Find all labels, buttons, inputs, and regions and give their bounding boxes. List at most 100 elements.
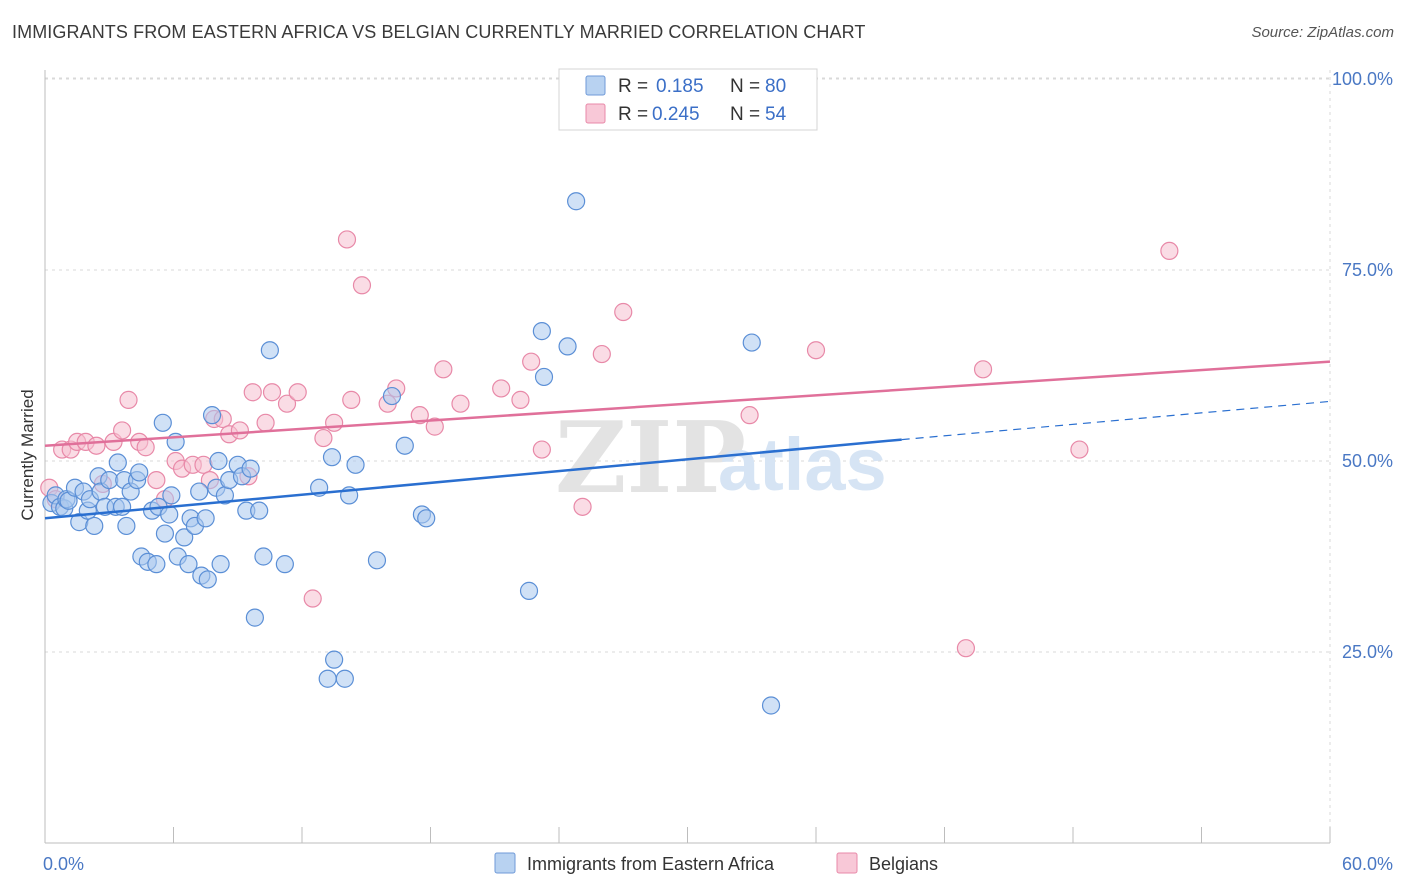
y-tick-label: 25.0%	[1342, 642, 1393, 662]
trend-line-belgians	[44, 360, 1331, 447]
point-eastern-africa	[260, 341, 279, 360]
point-eastern-africa	[108, 453, 127, 472]
point-belgians	[1160, 241, 1179, 260]
point-eastern-africa	[534, 367, 554, 387]
point-belgians	[434, 360, 453, 379]
point-belgians	[256, 413, 275, 432]
series-legend-label-1: Immigrants from Eastern Africa	[527, 854, 775, 874]
y-tick-labels: 25.0% 50.0% 75.0% 100.0%	[1332, 69, 1393, 662]
point-belgians	[410, 406, 429, 425]
point-eastern-africa	[275, 555, 294, 574]
point-belgians	[740, 406, 759, 425]
point-belgians	[532, 440, 551, 459]
legend-swatch-pink	[585, 103, 606, 124]
legend-r-label-1: R =	[618, 76, 648, 97]
point-eastern-africa	[742, 333, 761, 352]
point-belgians	[342, 390, 361, 409]
point-eastern-africa	[202, 406, 222, 425]
watermark-atlas: atlas	[718, 423, 887, 506]
point-belgians	[425, 417, 444, 436]
point-belgians	[112, 421, 132, 440]
point-eastern-africa	[153, 413, 172, 432]
watermark: ZIP atlas	[555, 401, 887, 516]
point-eastern-africa	[395, 436, 414, 455]
legend-n-label-2: N =	[730, 104, 760, 125]
point-eastern-africa	[417, 509, 436, 528]
point-belgians	[303, 589, 322, 608]
legend-n-label-1: N =	[730, 76, 760, 97]
point-belgians	[288, 383, 307, 402]
point-belgians	[314, 428, 333, 448]
trend-line-eastern-africa-projection	[901, 400, 1331, 441]
x-tick-labels: 0.0% 60.0%	[43, 854, 1393, 874]
point-eastern-africa	[322, 448, 342, 467]
trend-line-eastern-africa	[44, 438, 902, 520]
point-belgians	[956, 639, 976, 658]
point-eastern-africa	[179, 555, 198, 574]
point-belgians	[262, 383, 282, 402]
point-belgians	[136, 438, 155, 457]
source-credit: Source: ZipAtlas.com	[1251, 24, 1394, 41]
legend-r-value-1: 0.185	[656, 76, 704, 97]
point-eastern-africa	[335, 669, 354, 688]
data-points	[40, 192, 1179, 715]
point-eastern-africa	[318, 669, 337, 688]
y-tick-label: 100.0%	[1332, 69, 1393, 89]
point-belgians	[511, 390, 530, 409]
point-belgians	[352, 276, 372, 295]
point-belgians	[573, 497, 592, 516]
series-legend-label-2: Belgians	[869, 854, 938, 874]
point-belgians	[147, 471, 166, 490]
stats-legend: R = 0.185 N = 80 R = 0.245 N = 54	[558, 68, 818, 131]
point-eastern-africa	[198, 570, 217, 589]
point-belgians	[87, 436, 106, 455]
point-belgians	[806, 341, 826, 360]
point-belgians	[337, 230, 357, 249]
grid-lines	[45, 70, 1331, 843]
point-eastern-africa	[245, 608, 264, 627]
point-eastern-africa	[241, 459, 260, 478]
point-eastern-africa	[190, 482, 209, 501]
point-belgians	[973, 360, 993, 379]
point-belgians	[1070, 440, 1089, 459]
chart-title: IMMIGRANTS FROM EASTERN AFRICA VS BELGIA…	[12, 22, 866, 42]
point-eastern-africa	[346, 455, 365, 474]
watermark-zip: ZIP	[555, 401, 746, 516]
point-eastern-africa	[558, 337, 577, 356]
point-eastern-africa	[162, 486, 181, 505]
point-belgians	[243, 383, 262, 402]
point-eastern-africa	[532, 322, 551, 341]
point-eastern-africa	[519, 581, 539, 600]
point-belgians	[230, 421, 249, 440]
point-eastern-africa	[567, 192, 586, 211]
point-eastern-africa	[250, 501, 269, 520]
series-legend-swatch-pink	[836, 852, 858, 874]
point-eastern-africa	[209, 451, 228, 471]
point-eastern-africa	[382, 386, 402, 406]
x-tick-label-min: 0.0%	[43, 854, 84, 874]
point-belgians	[119, 390, 138, 409]
point-eastern-africa	[211, 555, 230, 574]
point-eastern-africa	[175, 528, 194, 547]
point-eastern-africa	[147, 555, 166, 574]
legend-r-value-2: 0.245	[652, 104, 700, 125]
axes	[44, 70, 1331, 844]
legend-n-value-1: 80	[765, 76, 786, 97]
point-eastern-africa	[117, 516, 136, 536]
y-axis-label: Currently Married	[18, 389, 37, 520]
point-eastern-africa	[85, 516, 104, 536]
point-belgians	[592, 344, 611, 364]
x-tick-label-max: 60.0%	[1342, 854, 1393, 874]
point-belgians	[614, 302, 633, 322]
y-tick-label: 50.0%	[1342, 451, 1393, 471]
point-belgians	[277, 394, 297, 413]
point-eastern-africa	[367, 551, 387, 570]
trend-lines	[44, 360, 1331, 520]
point-belgians	[325, 413, 344, 432]
point-belgians	[522, 352, 541, 371]
y-tick-label: 75.0%	[1342, 260, 1393, 280]
point-belgians	[451, 394, 470, 413]
legend-n-value-2: 54	[765, 104, 787, 125]
point-belgians	[194, 455, 213, 474]
